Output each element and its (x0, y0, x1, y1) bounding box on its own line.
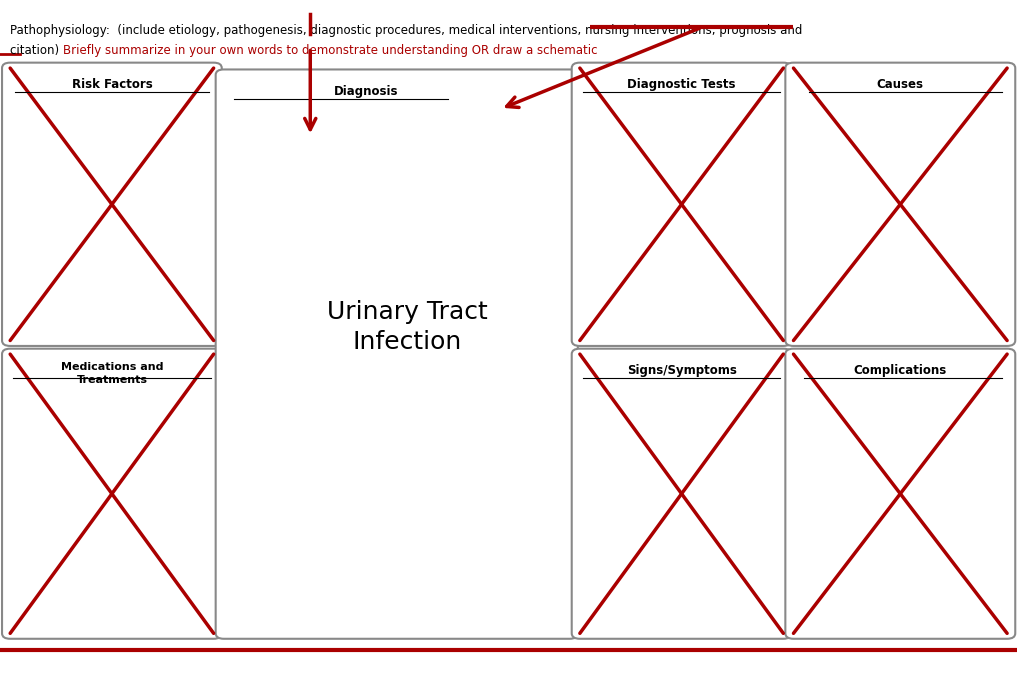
FancyBboxPatch shape (571, 349, 792, 639)
FancyBboxPatch shape (216, 69, 578, 639)
Text: Urinary Tract
Infection: Urinary Tract Infection (327, 300, 487, 353)
Text: citation): citation) (10, 44, 63, 57)
FancyBboxPatch shape (2, 349, 222, 639)
FancyBboxPatch shape (785, 349, 1015, 639)
FancyBboxPatch shape (571, 63, 792, 346)
Text: Pathophysiology:  (include etiology, pathogenesis, diagnostic procedures, medica: Pathophysiology: (include etiology, path… (10, 24, 803, 37)
FancyBboxPatch shape (785, 63, 1015, 346)
Text: Complications: Complications (854, 364, 947, 377)
Text: Briefly summarize in your own words to demonstrate understanding OR draw a schem: Briefly summarize in your own words to d… (63, 44, 598, 57)
Text: Diagnostic Tests: Diagnostic Tests (628, 78, 736, 91)
FancyBboxPatch shape (2, 63, 222, 346)
Text: Diagnosis: Diagnosis (334, 85, 398, 98)
Text: Signs/Symptoms: Signs/Symptoms (627, 364, 736, 377)
Text: Causes: Causes (877, 78, 924, 91)
Text: Medications and
Treatments: Medications and Treatments (60, 362, 163, 385)
Text: Risk Factors: Risk Factors (72, 78, 153, 91)
